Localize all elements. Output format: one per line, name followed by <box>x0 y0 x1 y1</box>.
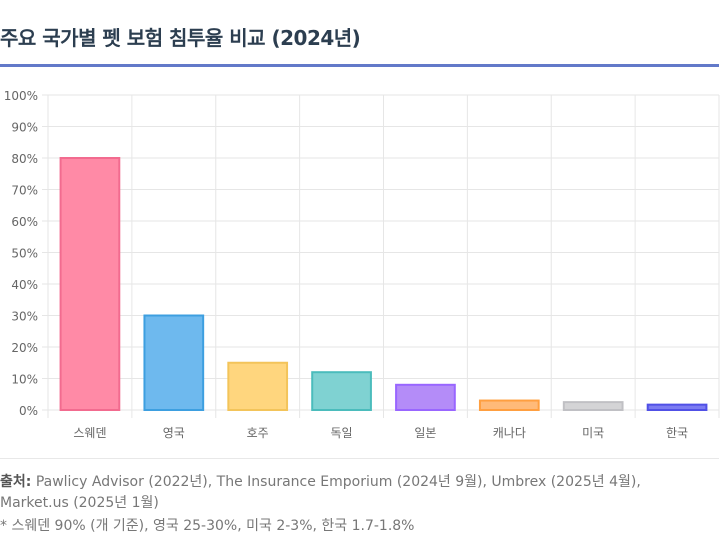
y-axis-ticks: 0% 10% 20% 30% 40% 50% 60% 70% 80% 90% 100% <box>4 89 38 418</box>
y-tick-label: 10% <box>11 373 38 387</box>
source-text: Pawlicy Advisor (2022년), The Insurance E… <box>0 474 641 511</box>
chart-grid <box>42 94 720 418</box>
x-tick-label: 영국 <box>163 426 185 440</box>
bar-4[interactable] <box>395 383 456 411</box>
x-tick-label: 일본 <box>414 426 436 440</box>
y-tick-label: 0% <box>19 404 38 418</box>
footnote: * 스웨덴 90% (개 기준), 영국 25-30%, 미국 2-3%, 한국… <box>0 518 415 534</box>
bar-chart: 0% 10% 20% 30% 40% 50% 60% 70% 80% 90% 100% 스웨덴 영국 호… <box>4 89 720 440</box>
y-tick-label: 50% <box>11 247 38 261</box>
y-tick-label: 80% <box>11 152 38 166</box>
bar-7[interactable] <box>646 403 708 411</box>
y-tick-label: 20% <box>11 341 38 355</box>
x-tick-label: 캐나다 <box>493 426 526 440</box>
title-divider <box>0 64 719 67</box>
x-axis-ticks: 스웨덴 영국 호주 독일 일본 캐나다 미국 한국 <box>73 426 688 440</box>
y-tick-label: 40% <box>11 278 38 292</box>
y-tick-label: 70% <box>11 184 38 198</box>
x-tick-label: 독일 <box>331 426 353 440</box>
bar-0[interactable] <box>59 157 121 411</box>
bar-6[interactable] <box>562 401 624 411</box>
page-title: 주요 국가별 펫 보험 침투율 비교 (2024년) <box>0 26 361 50</box>
chart-bars <box>59 157 708 412</box>
x-tick-label: 한국 <box>666 426 688 440</box>
x-tick-label: 미국 <box>582 426 604 440</box>
bar-3[interactable] <box>311 371 372 412</box>
footer-divider <box>0 458 719 459</box>
bar-5[interactable] <box>478 399 540 411</box>
bar-1[interactable] <box>143 314 205 411</box>
y-tick-label: 60% <box>11 215 38 229</box>
source-note: 출처: Pawlicy Advisor (2022년), The Insuran… <box>0 472 700 514</box>
x-tick-label: 스웨덴 <box>73 426 106 440</box>
y-tick-label: 100% <box>4 89 38 103</box>
y-tick-label: 90% <box>11 121 38 135</box>
source-label: 출처: <box>0 474 32 490</box>
x-tick-label: 호주 <box>247 426 269 440</box>
bar-2[interactable] <box>227 361 289 411</box>
y-tick-label: 30% <box>11 310 38 324</box>
